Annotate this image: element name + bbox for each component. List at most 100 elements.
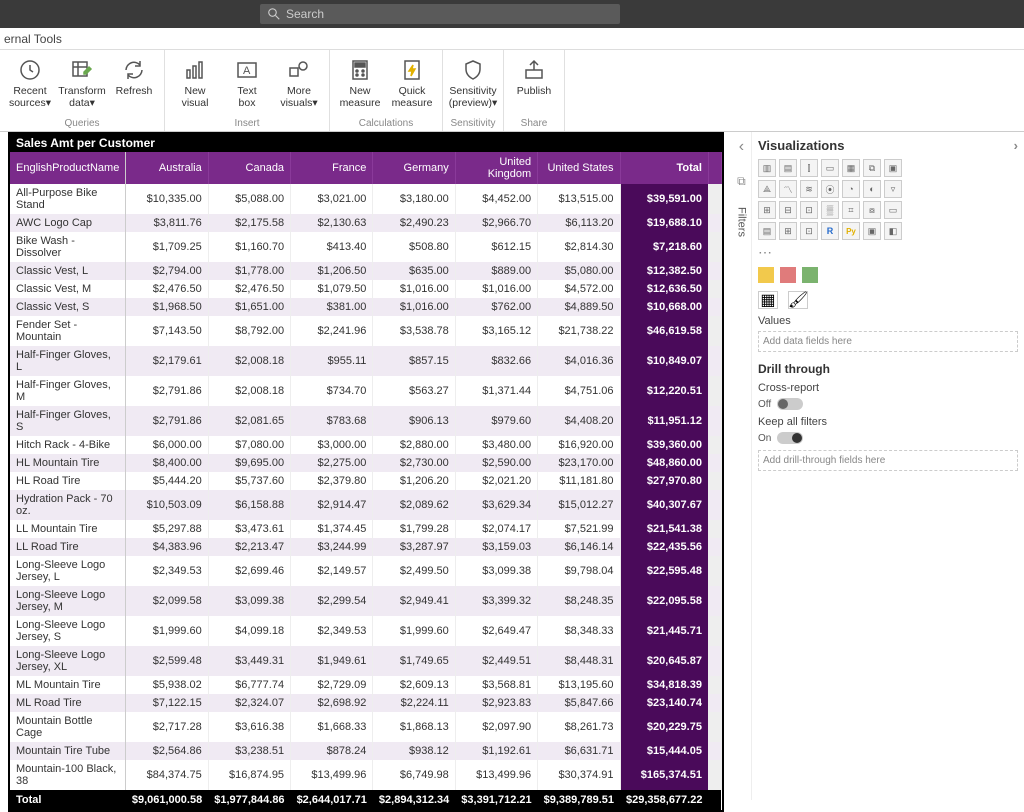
new-visual-button[interactable]: Newvisual xyxy=(171,54,219,111)
table-row[interactable]: HL Mountain Tire$8,400.00$9,695.00$2,275… xyxy=(10,454,721,472)
sensitivity-button[interactable]: Sensitivity(preview)▾ xyxy=(449,54,497,111)
global-search[interactable]: Search xyxy=(260,4,620,24)
viz-type-icon[interactable]: ◧ xyxy=(884,222,902,240)
cell: $2,449.51 xyxy=(455,646,537,676)
viz-type-icon[interactable]: ⫿ xyxy=(800,159,818,177)
cell: $9,695.00 xyxy=(208,454,290,472)
refresh-button[interactable]: Refresh xyxy=(110,54,158,111)
expand-chevron-icon[interactable]: ‹ xyxy=(739,138,744,156)
row-header[interactable]: EnglishProductName xyxy=(10,152,126,184)
table-row[interactable]: LL Road Tire$4,383.96$2,213.47$3,244.99$… xyxy=(10,538,721,556)
table-row[interactable]: ML Mountain Tire$5,938.02$6,777.74$2,729… xyxy=(10,676,721,694)
viz-type-icon[interactable]: ▦ xyxy=(842,159,860,177)
transform-data-button[interactable]: Transformdata▾ xyxy=(58,54,106,111)
ribbon-tab-external[interactable]: ernal Tools xyxy=(4,32,62,46)
chevron-right-icon[interactable]: › xyxy=(1014,138,1018,153)
row-name: Long-Sleeve Logo Jersey, S xyxy=(10,616,126,646)
viz-type-icon[interactable]: ⦿ xyxy=(821,180,839,198)
fields-view-icon[interactable]: ▦ xyxy=(758,291,778,309)
cell: $1,968.50 xyxy=(126,298,208,316)
recent-sources-button[interactable]: Recentsources▾ xyxy=(6,54,54,111)
viz-type-icon[interactable]: ▤ xyxy=(758,222,776,240)
viz-type-icon[interactable]: ▣ xyxy=(884,159,902,177)
table-row[interactable]: Long-Sleeve Logo Jersey, L$2,349.53$2,69… xyxy=(10,556,721,586)
viz-type-icon[interactable]: ⧉ xyxy=(863,159,881,177)
table-row[interactable]: Bike Wash - Dissolver$1,709.25$1,160.70$… xyxy=(10,232,721,262)
cell: $832.66 xyxy=(455,346,537,376)
quick-measure-button[interactable]: Quickmeasure xyxy=(388,54,436,111)
viz-type-icon[interactable]: ▭ xyxy=(884,201,902,219)
viz-type-icon[interactable]: ⊡ xyxy=(800,222,818,240)
fields-tab-icon[interactable] xyxy=(758,267,774,283)
viz-type-icon[interactable]: ▣ xyxy=(863,222,881,240)
format-view-icon[interactable]: 🖌 xyxy=(788,291,808,309)
viz-type-icon[interactable]: ▤ xyxy=(779,159,797,177)
more-visuals-button[interactable]: Morevisuals▾ xyxy=(275,54,323,111)
table-row[interactable]: Half-Finger Gloves, M$2,791.86$2,008.18$… xyxy=(10,376,721,406)
col-header[interactable]: France xyxy=(291,152,373,184)
table-row[interactable]: Hydration Pack - 70 oz.$10,503.09$6,158.… xyxy=(10,490,721,520)
cell: $1,160.70 xyxy=(208,232,290,262)
col-header[interactable]: Canada xyxy=(208,152,290,184)
table-row[interactable]: Long-Sleeve Logo Jersey, XL$2,599.48$3,4… xyxy=(10,646,721,676)
cell: $2,349.53 xyxy=(126,556,208,586)
viz-type-icon[interactable]: ≋ xyxy=(800,180,818,198)
col-total-header[interactable]: Total xyxy=(620,152,708,184)
table-row[interactable]: Classic Vest, L$2,794.00$1,778.00$1,206.… xyxy=(10,262,721,280)
table-row[interactable]: Half-Finger Gloves, S$2,791.86$2,081.65$… xyxy=(10,406,721,436)
viz-type-icon[interactable]: ⌗ xyxy=(842,201,860,219)
col-header[interactable]: Australia xyxy=(126,152,208,184)
viz-type-icon[interactable]: 〽 xyxy=(779,180,797,198)
table-row[interactable]: All-Purpose Bike Stand$10,335.00$5,088.0… xyxy=(10,184,721,214)
viz-type-icon[interactable]: ⊞ xyxy=(779,222,797,240)
publish-button[interactable]: Publish xyxy=(510,54,558,100)
viz-type-icon[interactable]: ▥ xyxy=(758,159,776,177)
cell: $2,499.50 xyxy=(373,556,455,586)
viz-type-icon[interactable]: ⊞ xyxy=(758,201,776,219)
keep-filters-toggle[interactable] xyxy=(777,432,803,444)
viz-type-icon[interactable]: Py xyxy=(842,222,860,240)
publish-icon xyxy=(520,56,548,84)
col-header[interactable]: Germany xyxy=(373,152,455,184)
row-name: ML Mountain Tire xyxy=(10,676,126,694)
col-header[interactable]: United States xyxy=(538,152,620,184)
table-row[interactable]: ML Road Tire$7,122.15$2,324.07$2,698.92$… xyxy=(10,694,721,712)
ribbon-tabs: ernal Tools xyxy=(0,28,1024,50)
viz-type-icon[interactable]: ◔ xyxy=(842,180,860,198)
cross-report-toggle[interactable] xyxy=(777,398,803,410)
table-row[interactable]: AWC Logo Cap$3,811.76$2,175.58$2,130.63$… xyxy=(10,214,721,232)
viz-type-icon[interactable]: ⧇ xyxy=(863,201,881,219)
filters-pane-tab[interactable]: Filters xyxy=(735,207,747,237)
table-row[interactable]: Long-Sleeve Logo Jersey, M$2,099.58$3,09… xyxy=(10,586,721,616)
viz-type-icon[interactable]: ▭ xyxy=(821,159,839,177)
table-row[interactable]: Classic Vest, M$2,476.50$2,476.50$1,079.… xyxy=(10,280,721,298)
viz-type-icon[interactable]: ⊟ xyxy=(779,201,797,219)
cell: $2,966.70 xyxy=(455,214,537,232)
viz-type-icon[interactable]: ▿ xyxy=(884,180,902,198)
matrix-visual[interactable]: Sales Amt per Customer EnglishProductNam… xyxy=(8,132,724,812)
table-row[interactable]: Long-Sleeve Logo Jersey, S$1,999.60$4,09… xyxy=(10,616,721,646)
viz-type-icon[interactable]: ⊡ xyxy=(800,201,818,219)
table-row[interactable]: Classic Vest, S$1,968.50$1,651.00$381.00… xyxy=(10,298,721,316)
table-row[interactable]: Fender Set - Mountain$7,143.50$8,792.00$… xyxy=(10,316,721,346)
values-field-well[interactable]: Add data fields here xyxy=(758,331,1018,352)
viz-type-icon[interactable]: ◐ xyxy=(863,180,881,198)
new-measure-button[interactable]: Newmeasure xyxy=(336,54,384,111)
text-box-button[interactable]: ATextbox xyxy=(223,54,271,111)
table-row[interactable]: LL Mountain Tire$5,297.88$3,473.61$1,374… xyxy=(10,520,721,538)
format-tab-icon[interactable] xyxy=(780,267,796,283)
drillthrough-field-well[interactable]: Add drill-through fields here xyxy=(758,450,1018,471)
viz-type-icon[interactable]: ▒ xyxy=(821,201,839,219)
table-row[interactable]: Mountain Tire Tube$2,564.86$3,238.51$878… xyxy=(10,742,721,760)
table-row[interactable]: Mountain Bottle Cage$2,717.28$3,616.38$1… xyxy=(10,712,721,742)
table-row[interactable]: HL Road Tire$5,444.20$5,737.60$2,379.80$… xyxy=(10,472,721,490)
viz-type-icon[interactable]: ⟁ xyxy=(758,180,776,198)
table-row[interactable]: Half-Finger Gloves, L$2,179.61$2,008.18$… xyxy=(10,346,721,376)
analytics-tab-icon[interactable] xyxy=(802,267,818,283)
more-viz-icon[interactable]: ⋯ xyxy=(758,244,1018,261)
viz-type-icon[interactable]: R xyxy=(821,222,839,240)
table-row[interactable]: Mountain-100 Black, 38$84,374.75$16,874.… xyxy=(10,760,721,790)
col-header[interactable]: United Kingdom xyxy=(455,152,537,184)
bookmark-icon[interactable]: ⧉ xyxy=(737,174,746,189)
table-row[interactable]: Hitch Rack - 4-Bike$6,000.00$7,080.00$3,… xyxy=(10,436,721,454)
